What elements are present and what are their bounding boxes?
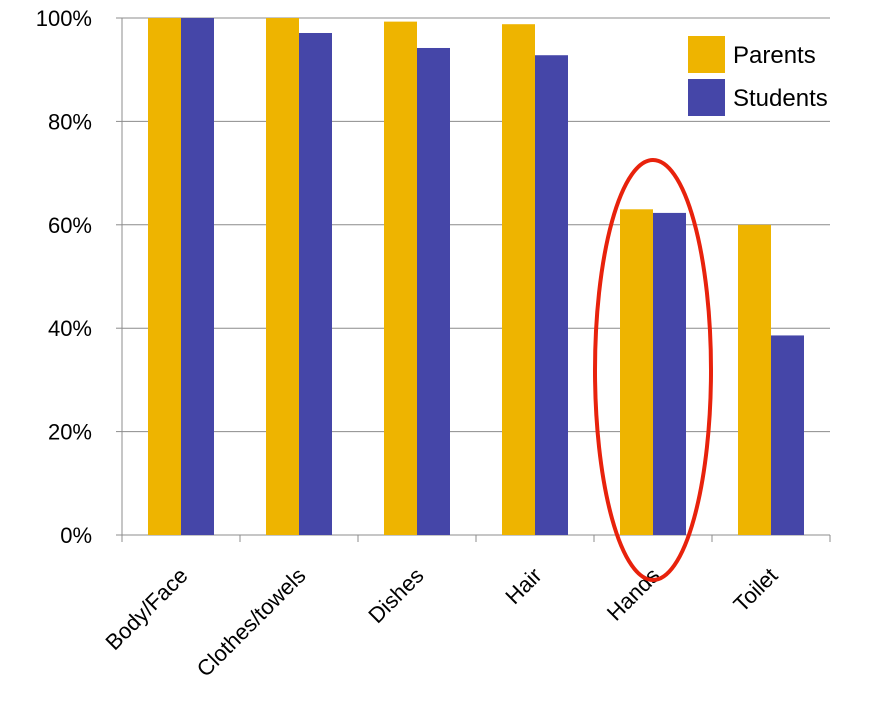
x-tick-labels: Body/Face Clothes/towels Dishes Hair Hands To… <box>100 563 782 682</box>
gridlines <box>122 17 830 433</box>
y-tick-labels: 0% 20% 40% 60% 80% 100% <box>36 6 92 548</box>
legend-label-students: Students <box>733 85 828 112</box>
legend-swatch-parents <box>688 36 725 73</box>
bar-students-dishes <box>417 47 450 536</box>
x-tick-label: Dishes <box>363 563 428 628</box>
legend-label-parents: Parents <box>733 42 816 69</box>
x-tick-label: Toilet <box>729 563 783 617</box>
x-tick-label: Hair <box>500 563 546 609</box>
x-tick-label: Clothes/towels <box>192 563 311 682</box>
x-tick-label: Body/Face <box>100 563 192 655</box>
bar-students-toilet <box>771 335 804 535</box>
y-tick-label: 100% <box>36 6 92 31</box>
y-tick-label: 80% <box>48 109 92 134</box>
highlight-ellipse <box>593 158 713 582</box>
bar-parents-clothes-towels <box>266 18 299 535</box>
y-tick-label: 40% <box>48 316 92 341</box>
y-tick-label: 60% <box>48 213 92 238</box>
x-tick-label: Hands <box>602 563 665 626</box>
bar-parents-hair <box>502 24 535 535</box>
y-tick-label: 20% <box>48 420 92 445</box>
axes <box>116 17 831 542</box>
bar-parents-dishes <box>384 21 417 535</box>
bar-students-body-face <box>181 18 214 535</box>
highlight-ellipse-hands <box>593 158 713 582</box>
legend-swatch-students <box>688 79 725 116</box>
bar-parents-toilet <box>738 224 771 536</box>
bar-parents-hands <box>620 209 653 536</box>
legend: Parents Students <box>688 36 828 116</box>
bar-students-hair <box>535 55 568 535</box>
bar-parents-body-face <box>148 18 181 535</box>
y-tick-label: 0% <box>60 523 92 548</box>
bar-students-clothes-towels <box>299 32 332 535</box>
bar-students-hands <box>653 212 686 535</box>
bars <box>148 18 804 536</box>
